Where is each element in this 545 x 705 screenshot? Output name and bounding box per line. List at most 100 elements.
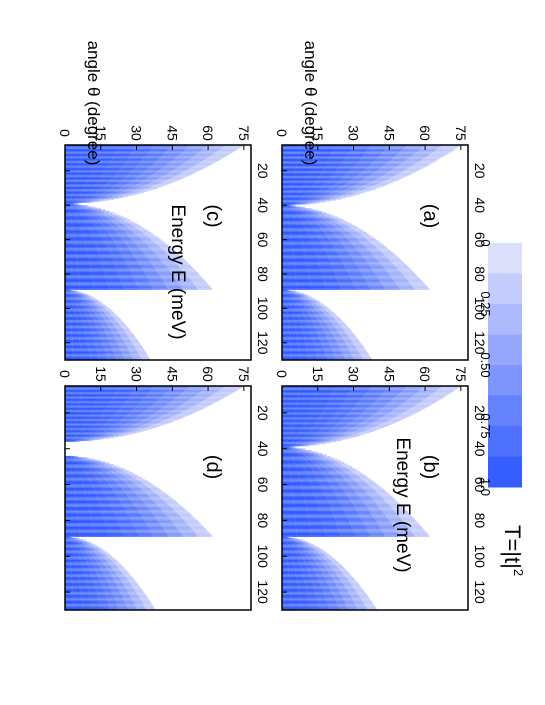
transmission-cell	[339, 473, 348, 476]
transmission-cell	[325, 213, 331, 216]
transmission-cell	[342, 243, 353, 245]
transmission-cell	[334, 563, 341, 566]
transmission-cell	[132, 185, 143, 188]
transmission-cell	[322, 464, 330, 467]
transmission-cell	[364, 278, 379, 281]
transmission-cell	[298, 156, 315, 158]
transmission-cell	[342, 261, 355, 264]
transmission-cell	[382, 265, 396, 268]
transmission-cell	[288, 320, 295, 322]
transmission-cell	[356, 347, 365, 349]
transmission-cell	[92, 168, 107, 170]
transmission-cell	[320, 414, 334, 416]
transmission-cell	[292, 202, 297, 204]
transmission-cell	[415, 404, 431, 406]
transmission-cell	[116, 148, 134, 151]
transmission-cell	[408, 281, 423, 283]
transmission-cell	[355, 535, 371, 537]
transmission-cell	[296, 436, 304, 439]
transmission-cell	[96, 157, 113, 160]
transmission-cell	[399, 164, 415, 166]
transmission-cell	[72, 227, 81, 230]
transmission-cell	[312, 487, 323, 490]
transmission-cell	[113, 260, 126, 263]
transmission-cell	[320, 484, 331, 487]
transmission-cell	[339, 180, 351, 182]
transmission-cell	[134, 178, 147, 180]
transmission-cell	[282, 470, 290, 473]
transmission-cell	[319, 312, 325, 315]
transmission-cell	[291, 485, 302, 488]
transmission-cell	[339, 255, 352, 258]
transmission-cell	[301, 308, 306, 310]
transmission-cell	[309, 573, 317, 575]
transmission-cell	[343, 508, 356, 511]
transmission-cell	[318, 506, 331, 509]
transmission-cell	[134, 167, 149, 169]
transmission-cell	[133, 168, 148, 170]
transmission-cell	[83, 237, 94, 240]
transmission-cell	[309, 559, 315, 562]
transmission-cell	[294, 569, 302, 572]
transmission-cell	[292, 545, 296, 547]
transmission-cell	[108, 232, 117, 234]
transmission-cell	[329, 503, 342, 506]
transmission-cell	[79, 294, 82, 296]
transmission-cell	[109, 192, 118, 195]
transmission-cell	[332, 175, 345, 177]
transmission-cell	[334, 146, 353, 148]
transmission-cell	[126, 159, 143, 161]
transmission-cell	[317, 598, 327, 601]
transmission-cell	[353, 342, 361, 344]
transmission-cell	[132, 252, 144, 255]
transmission-cell	[102, 237, 113, 240]
transmission-cell	[325, 467, 333, 470]
transmission-cell	[74, 239, 85, 242]
transmission-cell	[302, 545, 306, 547]
transmission-cell	[315, 222, 323, 224]
transmission-cell	[312, 403, 328, 405]
transmission-cell	[314, 210, 319, 213]
transmission-cell	[69, 289, 71, 292]
transmission-cell	[319, 511, 333, 514]
transmission-cell	[310, 408, 325, 410]
transmission-cell	[329, 464, 336, 467]
transmission-cell	[305, 500, 317, 503]
transmission-cell	[124, 189, 133, 192]
transmission-cell	[297, 472, 306, 475]
transmission-cell	[309, 279, 324, 282]
transmission-cell	[170, 256, 182, 259]
transmission-cell	[150, 282, 165, 285]
transmission-cell	[164, 152, 181, 155]
transmission-cell	[295, 411, 310, 413]
transmission-cell	[330, 428, 340, 431]
transmission-cell	[308, 431, 318, 434]
transmission-cell	[367, 150, 385, 152]
transmission-cell	[415, 152, 433, 154]
transmission-cell	[295, 551, 300, 553]
transmission-cell	[348, 272, 362, 275]
transmission-cell	[337, 496, 349, 499]
transmission-cell	[298, 347, 307, 349]
transmission-cell	[298, 444, 302, 447]
transmission-cell	[321, 434, 329, 437]
transmission-cell	[73, 209, 78, 212]
transmission-cell	[316, 455, 321, 458]
transmission-cell	[289, 227, 298, 230]
transmission-cell	[401, 150, 419, 152]
transmission-cell	[346, 397, 363, 399]
transmission-cell	[344, 227, 352, 230]
transmission-cell	[65, 196, 71, 199]
transmission-cell	[327, 601, 337, 604]
transmission-cell	[322, 587, 331, 590]
transmission-cell	[135, 166, 150, 168]
transmission-cell	[65, 148, 83, 151]
transmission-cell	[137, 260, 151, 263]
transmission-cell	[317, 556, 323, 558]
transmission-cell	[76, 201, 80, 203]
transmission-cell	[289, 336, 297, 339]
transmission-cell	[332, 323, 340, 326]
transmission-cell	[361, 234, 371, 237]
transmission-cell	[314, 569, 321, 572]
transmission-cell	[296, 336, 305, 339]
